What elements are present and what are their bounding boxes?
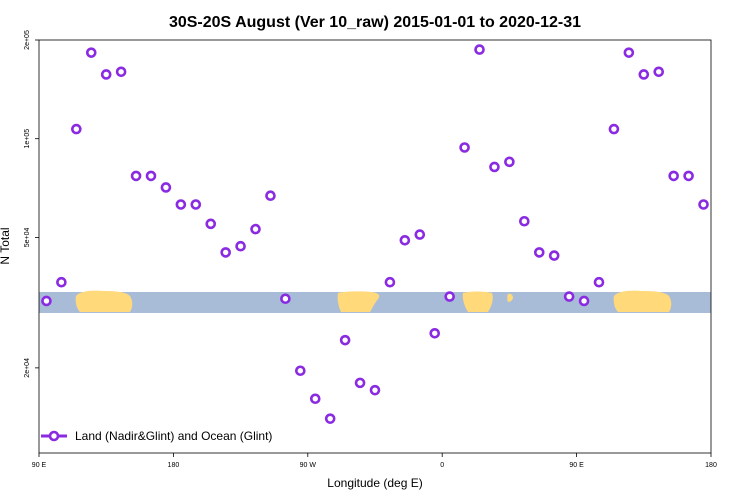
data-point (339, 334, 351, 346)
data-point (309, 393, 321, 405)
x-tick-label: 90 E (32, 462, 47, 469)
data-point (160, 182, 172, 193)
legend-label: Land (Nadir&Glint) and Ocean (Glint) (75, 429, 272, 443)
y-tick-label: 2e+05 (24, 30, 31, 50)
data-point (85, 47, 97, 58)
data-point (115, 66, 127, 78)
data-point (190, 199, 202, 210)
y-tick-label: 1e+05 (24, 129, 31, 149)
chart-title: 30S-20S August (Ver 10_raw) 2015-01-01 t… (169, 14, 581, 31)
data-point (324, 413, 336, 424)
data-point (474, 44, 485, 55)
legend: Land (Nadir&Glint) and Ocean (Glint) (41, 429, 272, 443)
data-point (519, 215, 530, 227)
data-point (638, 69, 650, 80)
data-point (668, 170, 679, 182)
data-point (548, 250, 560, 261)
land-africa (462, 291, 493, 312)
land-madagascar (507, 293, 513, 302)
land-south-america (337, 291, 380, 312)
x-tick-label: 180 (705, 462, 717, 469)
data-point (100, 69, 112, 80)
data-point (56, 276, 67, 288)
data-point (414, 229, 426, 240)
data-point (698, 199, 709, 210)
data-point (220, 247, 231, 258)
data-point (623, 47, 635, 58)
series-points (41, 44, 709, 424)
x-tick-label: 90 W (300, 462, 317, 469)
data-point (593, 276, 605, 288)
data-point (265, 190, 276, 202)
data-point (295, 365, 306, 377)
data-point (444, 291, 455, 302)
data-point (71, 123, 82, 135)
y-tick-label: 2e+04 (24, 358, 31, 378)
x-tick-label: 0 (440, 462, 444, 469)
y-tick-label: 5e+04 (24, 227, 31, 247)
data-point (145, 170, 157, 182)
data-point (429, 327, 441, 339)
data-point (41, 295, 52, 307)
data-point (175, 199, 187, 210)
y-axis: 2e+04 5e+04 1e+05 2e+05 (24, 30, 39, 378)
data-point (235, 240, 246, 252)
y-axis-label: N Total (0, 227, 12, 264)
land-australia-2 (613, 290, 672, 312)
data-point (504, 156, 515, 168)
x-tick-label: 90 E (569, 462, 584, 469)
data-point (399, 234, 411, 246)
x-tick-label: 180 (168, 462, 180, 469)
data-point (489, 161, 500, 173)
data-point (563, 291, 575, 302)
data-point (653, 66, 665, 78)
data-point (608, 123, 620, 135)
x-axis: 90 E 180 90 W 0 90 E 180 (32, 453, 717, 469)
data-point (354, 377, 366, 389)
land-australia-1 (75, 290, 133, 312)
data-point (459, 142, 470, 153)
legend-marker (48, 430, 60, 442)
data-point (280, 293, 291, 305)
data-point (578, 295, 590, 307)
data-point (369, 384, 381, 396)
data-point (250, 223, 261, 235)
data-point (533, 247, 545, 258)
map-strip (39, 290, 711, 313)
x-axis-label: Longitude (deg E) (327, 476, 422, 490)
data-point (130, 170, 142, 182)
plot-frame (38, 39, 712, 454)
data-point (205, 218, 217, 230)
data-point (683, 170, 694, 182)
data-point (384, 276, 396, 288)
